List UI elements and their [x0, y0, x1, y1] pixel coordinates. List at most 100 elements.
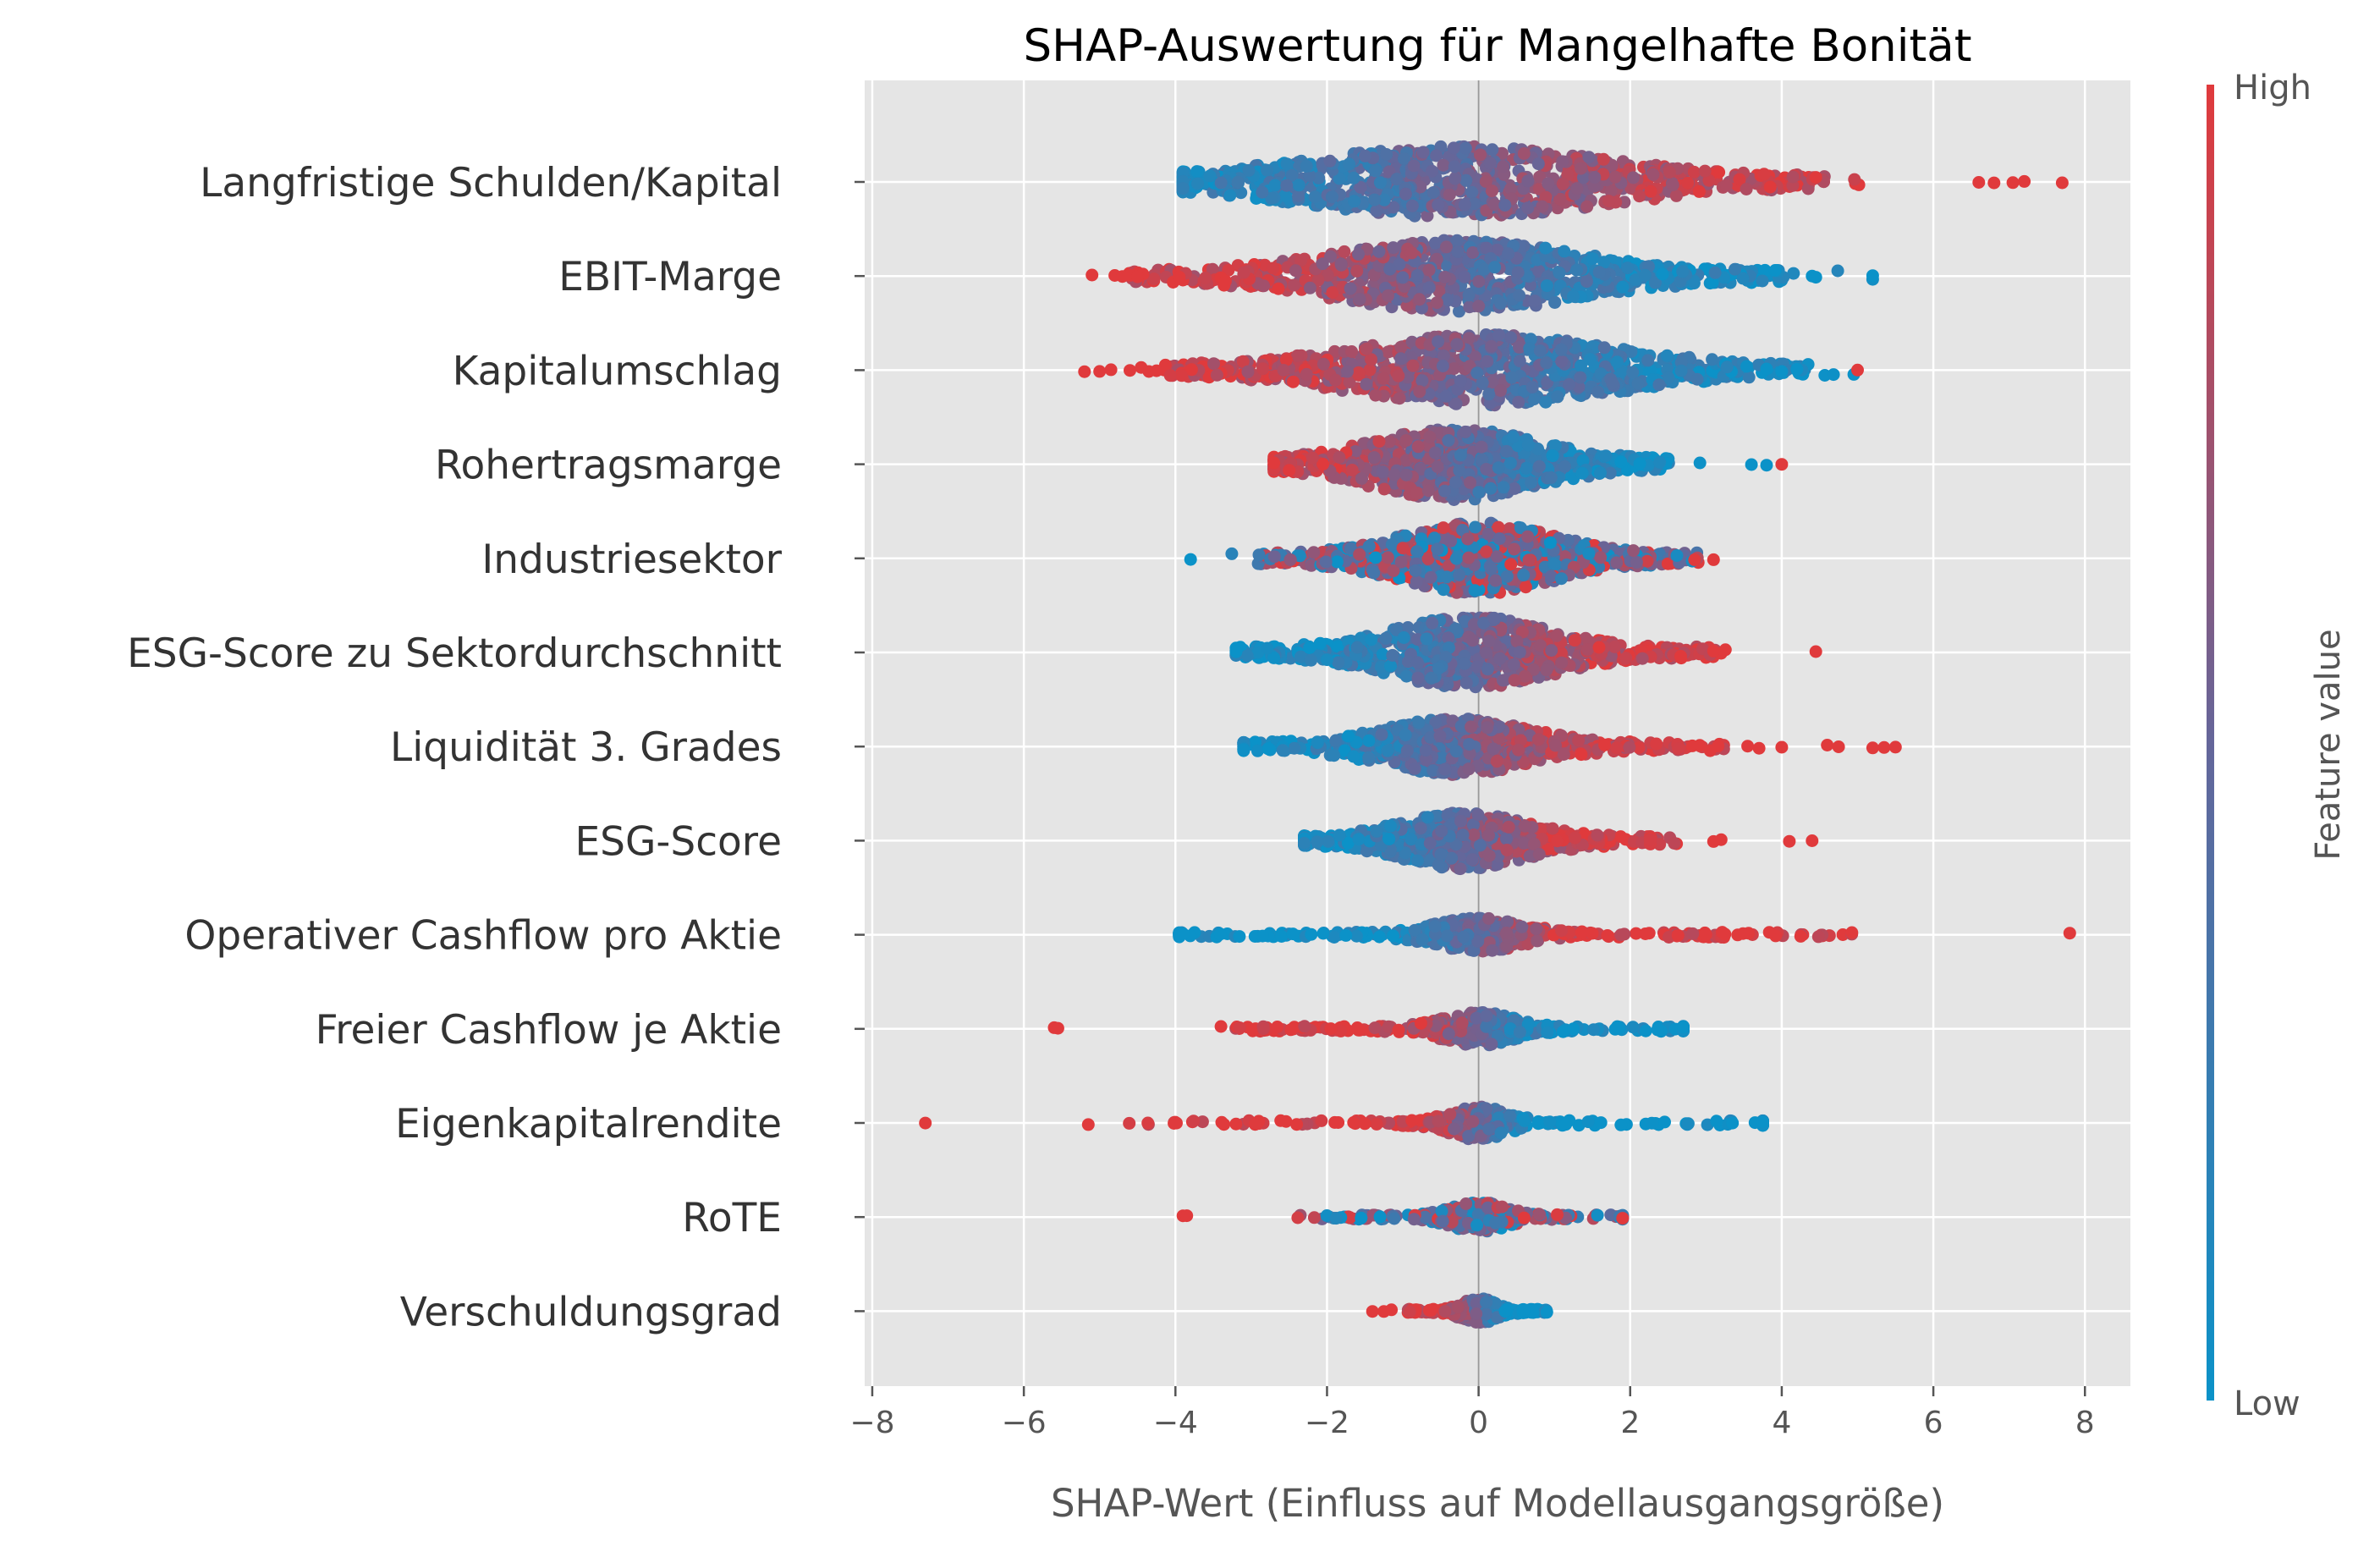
shap-point: [1343, 157, 1355, 171]
shap-point: [1421, 209, 1434, 223]
shap-point: [1175, 369, 1189, 382]
shap-point: [1307, 546, 1321, 559]
shap-point: [1203, 169, 1217, 183]
shap-point: [1421, 484, 1435, 498]
shap-point: [1669, 189, 1683, 202]
shap-point: [1078, 365, 1091, 378]
shap-point: [1231, 175, 1245, 189]
shap-point: [1428, 446, 1442, 460]
shap-point: [1507, 658, 1520, 671]
shap-point: [1558, 245, 1571, 258]
shap-point: [1653, 455, 1667, 469]
shap-point: [1147, 272, 1161, 286]
shap-point: [1497, 481, 1510, 494]
shap-point: [1392, 369, 1405, 382]
shap-point: [1353, 293, 1366, 306]
shap-point: [1553, 192, 1567, 206]
shap-point: [1554, 572, 1568, 586]
shap-point: [1427, 531, 1441, 545]
shap-point: [1453, 569, 1466, 581]
shap-point: [1551, 390, 1564, 404]
shap-point: [1504, 331, 1517, 344]
shap-point: [1568, 634, 1581, 647]
shap-point: [1485, 562, 1498, 575]
shap-point: [1431, 542, 1444, 556]
shap-point: [1428, 236, 1442, 250]
shap-point: [1483, 157, 1497, 170]
shap-point: [1630, 555, 1643, 569]
shap-point: [1426, 186, 1440, 200]
shap-point: [1610, 556, 1624, 570]
shap-point: [1382, 289, 1394, 302]
shap-point: [1588, 171, 1602, 184]
shap-point: [1698, 164, 1712, 178]
shap-point: [1745, 458, 1758, 471]
shap-point: [1394, 340, 1408, 354]
shap-point: [1480, 646, 1493, 659]
shap-point: [1570, 263, 1584, 277]
shap-point: [1438, 484, 1451, 498]
shap-point: [1521, 174, 1535, 188]
shap-point: [1502, 247, 1515, 261]
shap-point: [1393, 392, 1406, 405]
shap-point: [1372, 435, 1386, 449]
shap-point: [1459, 676, 1473, 690]
shap-point: [1693, 456, 1707, 470]
shap-point: [1644, 184, 1657, 198]
shap-point: [1539, 395, 1553, 409]
shap-point: [1492, 532, 1506, 546]
shap-point: [1447, 362, 1460, 376]
shap-point: [1432, 198, 1445, 212]
shap-point: [1369, 388, 1382, 402]
shap-point: [1348, 195, 1361, 208]
shap-point: [1280, 179, 1294, 192]
shap-point: [1491, 550, 1503, 564]
shap-point: [1237, 266, 1250, 279]
shap-point: [1482, 388, 1496, 401]
shap-point: [1409, 564, 1422, 577]
shap-point: [1848, 173, 1861, 186]
shap-point: [1481, 355, 1494, 368]
shap-point: [1522, 553, 1536, 567]
shap-point: [1431, 460, 1444, 474]
shap-point: [1633, 190, 1646, 203]
shap-point: [1334, 257, 1348, 271]
shap-point: [1086, 268, 1099, 282]
shap-point: [1556, 177, 1569, 190]
shap-point: [1480, 545, 1493, 559]
shap-point: [1377, 193, 1391, 206]
shap-point: [1540, 356, 1553, 370]
shap-point: [1458, 198, 1471, 212]
shap-point: [1536, 200, 1549, 213]
shap-point: [1369, 164, 1382, 178]
shap-point: [1688, 553, 1701, 566]
shap-point: [1410, 487, 1423, 499]
shap-point: [1214, 176, 1228, 190]
shap-point: [1426, 164, 1438, 178]
shap-point: [1354, 180, 1367, 194]
shap-point: [1381, 551, 1394, 564]
shap-point: [1377, 371, 1390, 385]
shap-point: [1485, 339, 1498, 353]
shap-point: [1740, 183, 1753, 195]
shap-point: [1438, 270, 1452, 283]
shap-point: [1265, 191, 1278, 205]
shap-point: [1316, 357, 1330, 371]
shap-point: [1308, 190, 1322, 204]
shap-point: [1292, 190, 1305, 202]
shap-point: [1570, 182, 1584, 195]
shap-point: [1479, 175, 1492, 188]
shap-point: [1267, 261, 1280, 275]
shap-point: [1368, 193, 1381, 206]
shap-point: [1365, 633, 1378, 647]
shap-point: [1464, 476, 1476, 489]
shap-point: [1525, 476, 1538, 489]
shap-point: [1367, 566, 1381, 580]
shap-point: [1405, 246, 1419, 260]
shap-point: [1362, 540, 1376, 553]
shap-point: [1448, 160, 1461, 173]
shap-point: [1756, 274, 1769, 288]
shap-point: [1646, 168, 1660, 181]
shap-point: [1582, 151, 1596, 164]
